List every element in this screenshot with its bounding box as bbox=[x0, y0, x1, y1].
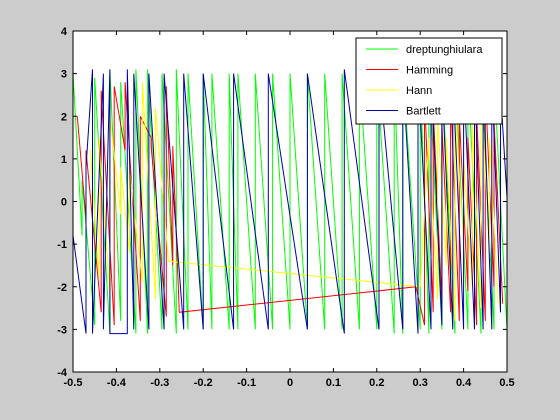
y-tick-label: -2 bbox=[57, 282, 67, 294]
x-tick-label: -0.1 bbox=[237, 377, 256, 389]
y-tick-label: 1 bbox=[61, 154, 67, 166]
legend-label-2: Hann bbox=[406, 85, 432, 97]
y-tick-label: 3 bbox=[61, 69, 67, 81]
y-axis-ticks: -4 -3 -2 -1 0 1 2 3 4 bbox=[57, 26, 507, 379]
x-tick-label: 0.4 bbox=[456, 377, 472, 389]
x-tick-label: 0.5 bbox=[499, 377, 514, 389]
y-tick-label: -1 bbox=[57, 239, 67, 251]
x-tick-label: 0.3 bbox=[413, 377, 428, 389]
x-tick-label: 0.1 bbox=[326, 377, 341, 389]
y-tick-label: -4 bbox=[57, 367, 68, 379]
legend-box bbox=[355, 37, 503, 125]
x-tick-label: -0.4 bbox=[107, 377, 127, 389]
y-tick-label: -3 bbox=[57, 324, 67, 336]
x-tick-label: -0.3 bbox=[150, 377, 169, 389]
y-tick-label: 0 bbox=[61, 197, 67, 209]
series-line-3 bbox=[73, 69, 507, 335]
legend: dreptunghiulara Hamming Hann Bartlett bbox=[355, 37, 503, 125]
series-line-2 bbox=[89, 82, 499, 321]
series-line-1 bbox=[76, 82, 504, 326]
y-tick-label: 4 bbox=[61, 26, 68, 38]
legend-label-0: dreptunghiulara bbox=[406, 44, 483, 56]
x-tick-label: -0.5 bbox=[64, 377, 83, 389]
x-tick-label: 0.2 bbox=[369, 377, 384, 389]
legend-label-1: Hamming bbox=[406, 65, 453, 77]
legend-label-3: Bartlett bbox=[406, 106, 441, 118]
series-lines bbox=[73, 69, 507, 335]
x-tick-label: -0.2 bbox=[194, 377, 213, 389]
x-axis-ticks: -0.5 -0.4 -0.3 -0.2 -0.1 0 0.1 0.2 0.3 0.4 0.5 bbox=[64, 31, 515, 389]
y-tick-label: 2 bbox=[61, 111, 67, 123]
x-tick-label: 0 bbox=[287, 377, 293, 389]
